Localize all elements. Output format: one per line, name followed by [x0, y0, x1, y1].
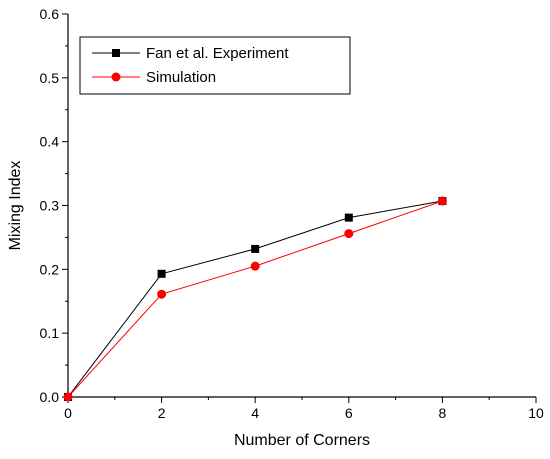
- y-tick-label: 0.3: [40, 198, 60, 214]
- y-tick-label: 0.1: [40, 325, 60, 341]
- y-axis-title: Mixing Index: [7, 161, 24, 251]
- x-tick-label: 8: [439, 405, 447, 421]
- y-tick-label: 0.0: [40, 389, 60, 405]
- plot-area: 0 2 4 6 8 10 0.0 0.1 0.2 0.3 0.4 0.5 0.6: [40, 6, 544, 421]
- x-tick-label: 0: [64, 405, 72, 421]
- x-tick-label: 6: [345, 405, 353, 421]
- series-2-point: [437, 196, 447, 206]
- series-1-point: [344, 213, 353, 222]
- y-tick-label: 0.5: [40, 70, 60, 86]
- series-2-point: [63, 392, 73, 402]
- y-tick-label: 0.4: [40, 134, 60, 150]
- legend-swatch-marker: [111, 72, 121, 82]
- x-tick-label: 10: [528, 405, 544, 421]
- series-line-2: [67, 200, 443, 398]
- legend-swatch-marker: [112, 49, 120, 57]
- series-1-point: [157, 269, 166, 278]
- series-2-point: [250, 261, 260, 271]
- series-1-point: [251, 244, 260, 253]
- x-axis-title: Number of Corners: [234, 432, 370, 449]
- legend-box: [79, 36, 351, 95]
- series-2-point: [157, 289, 167, 299]
- series-line-1: [67, 200, 443, 398]
- legend: Fan et al. Experiment Simulation: [79, 36, 351, 95]
- x-tick-label: 2: [158, 405, 166, 421]
- legend-label: Simulation: [146, 69, 216, 86]
- legend-label: Fan et al. Experiment: [146, 45, 289, 62]
- x-tick-label: 4: [251, 405, 259, 421]
- series-2-point: [344, 229, 354, 239]
- y-tick-label: 0.2: [40, 261, 60, 277]
- y-tick-label: 0.6: [40, 6, 60, 22]
